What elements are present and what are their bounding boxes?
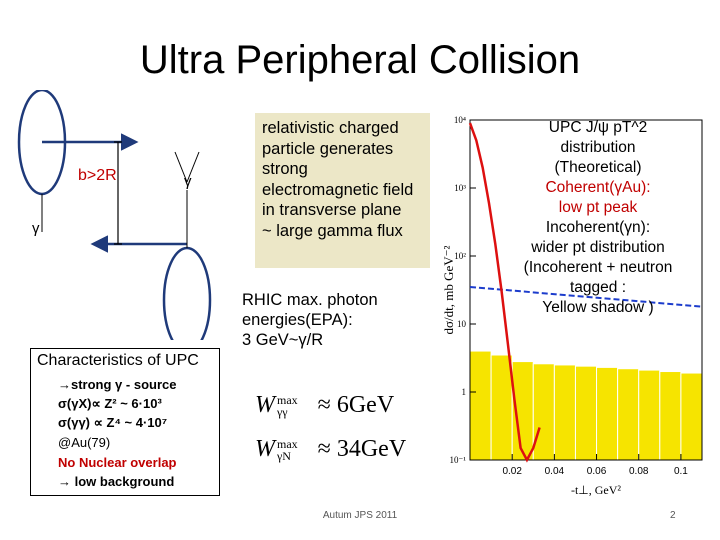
histogram-bar: [596, 366, 619, 461]
histogram-bar: [490, 354, 513, 461]
annotation-line: distribution: [560, 139, 636, 156]
annotation-line: Incoherent(γn):: [545, 219, 651, 236]
description-text: relativistic charged particle generates …: [262, 118, 432, 241]
rhic-text: RHIC max. photon energies(EPA): 3 GeV~γ/…: [242, 290, 422, 350]
formula-sub: γγ: [277, 405, 288, 420]
footer-text: Autum JPS 2011: [322, 510, 398, 521]
gamma-label-left: γ: [32, 220, 40, 237]
annotation-line: (Incoherent + neutron: [523, 259, 673, 276]
x-tick-label: 0.08: [629, 466, 649, 477]
formula-value: ≈ 34GeV: [317, 436, 407, 462]
plot-frame: [469, 119, 703, 461]
histogram-bar: [659, 371, 682, 461]
x-tick-label: 0.1: [674, 466, 688, 477]
rhic-line: RHIC max. photon: [242, 291, 378, 309]
characteristics-box: [30, 348, 220, 496]
histogram-bar: [553, 364, 576, 461]
incoherent-series-line: [469, 286, 703, 308]
pt-distribution-chart: 10⁻¹ 1 10 10² 10³ 10⁴ 0.02 0.04 0.06 0.08 0.1 -t⊥, …: [441, 115, 703, 497]
characteristics-line: →strong γ - source: [58, 377, 177, 392]
annotation-line: wider pt distribution: [531, 239, 665, 256]
description-line: relativistic charged: [262, 119, 399, 137]
y-axis-label: dσ/dt, mb GeV⁻²: [441, 245, 456, 334]
rhic-line: 3 GeV~γ/R: [242, 331, 324, 349]
characteristics-line: σ(γγ) ∝ Z⁴ ~ 4·10⁷: [58, 415, 168, 430]
characteristics-title: Characteristics of UPC: [37, 352, 199, 369]
nucleus-right: [162, 246, 212, 340]
x-tick-label: 0.04: [545, 466, 565, 477]
y-tick-label: 1: [462, 387, 467, 397]
histogram-bar: [638, 369, 661, 461]
y-tick-label: 10: [457, 319, 467, 329]
histogram-bar: [680, 372, 703, 461]
annotation-red-line: Coherent(γAu):: [545, 179, 651, 196]
annotation-line: (Theoretical): [554, 159, 642, 176]
description-line: electromagnetic field: [262, 180, 414, 199]
annotation-line: Yellow shadow ): [542, 299, 654, 316]
y-tick-label: 10²: [454, 251, 466, 261]
collision-diagram: [17, 90, 212, 340]
formula-sub: γN: [277, 449, 291, 464]
description-line: ~ large gamma flux: [262, 221, 403, 240]
description-box: [255, 113, 430, 268]
formula-sup: max: [277, 393, 298, 408]
description-line: particle generates: [262, 139, 394, 158]
annotation-line: tagged :: [569, 279, 627, 296]
page-title: Ultra Peripheral Collision: [139, 38, 581, 82]
y-tick-label: 10⁻¹: [450, 455, 467, 465]
x-tick-label: 0.06: [587, 466, 607, 477]
formula-sup: max: [277, 437, 298, 452]
impact-parameter-label: b>2R: [78, 167, 117, 184]
histogram-bar: [532, 363, 555, 461]
formula-value: ≈ 6GeV: [317, 392, 395, 418]
characteristics-line: σ(γX)∝ Z² ~ 6·10³: [58, 396, 162, 411]
rhic-line: energies(EPA):: [242, 311, 353, 329]
gamma-label-right: γ: [184, 173, 192, 190]
x-tick-label: 0.02: [502, 466, 522, 477]
page-number: 2: [670, 510, 676, 521]
characteristics-line: @Au(79): [58, 435, 111, 450]
y-tick-label: 10³: [454, 183, 466, 193]
y-tick-label: 10⁴: [454, 115, 466, 125]
histogram-bar: [574, 365, 598, 461]
plot-annotation: UPC J/ψ pT^2 distribution (Theoretical) …: [493, 118, 703, 318]
histogram-bar: [469, 350, 492, 461]
annotation-line: UPC J/ψ pT^2: [548, 119, 648, 136]
x-axis-label: -t⊥, GeV²: [571, 483, 621, 497]
description-line: strong: [262, 160, 308, 178]
characteristics-red-line: No Nuclear overlap: [58, 455, 177, 470]
description-line: in transverse plane: [262, 201, 402, 219]
coherent-series-line: [468, 122, 541, 463]
characteristics-line: → low background: [58, 474, 175, 489]
annotation-red-line: low pt peak: [558, 199, 638, 216]
histogram-bar: [617, 368, 640, 461]
